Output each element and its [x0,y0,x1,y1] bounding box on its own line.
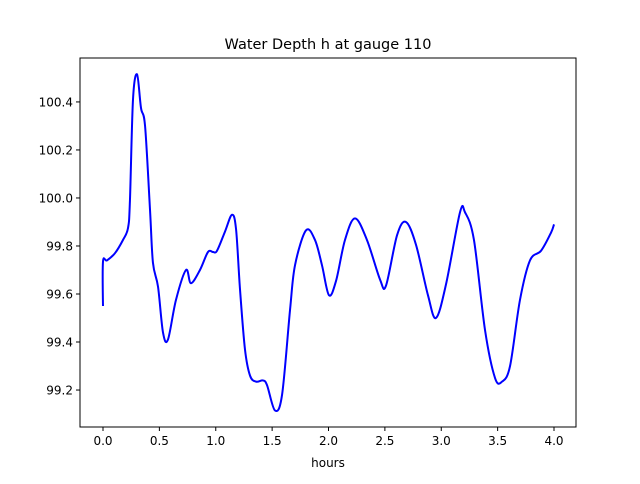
x-tick-label: 0.5 [150,434,169,448]
y-tick-label: 99.4 [46,336,73,350]
x-tick-label: 1.5 [263,434,282,448]
y-tick-label: 99.6 [46,287,73,301]
x-tick-label: 2.5 [375,434,394,448]
y-tick-label: 100.4 [39,95,73,109]
x-tick-label: 0.0 [93,434,112,448]
x-tick-label: 3.5 [488,434,507,448]
axes-frame [79,57,577,428]
x-tick-label: 4.0 [544,434,563,448]
data-line-h [101,73,555,413]
chart-title: Water Depth h at gauge 110 [225,37,432,53]
y-tick-label: 99.8 [46,239,73,253]
x-tick-label: 2.0 [319,434,338,448]
x-axis-label: hours [311,456,345,470]
y-tick-label: 100.2 [39,143,73,157]
y-tick-label: 99.2 [46,384,73,398]
x-tick-label: 3.0 [432,434,451,448]
y-tick-label: 100.0 [39,191,73,205]
x-tick-label: 1.0 [206,434,225,448]
